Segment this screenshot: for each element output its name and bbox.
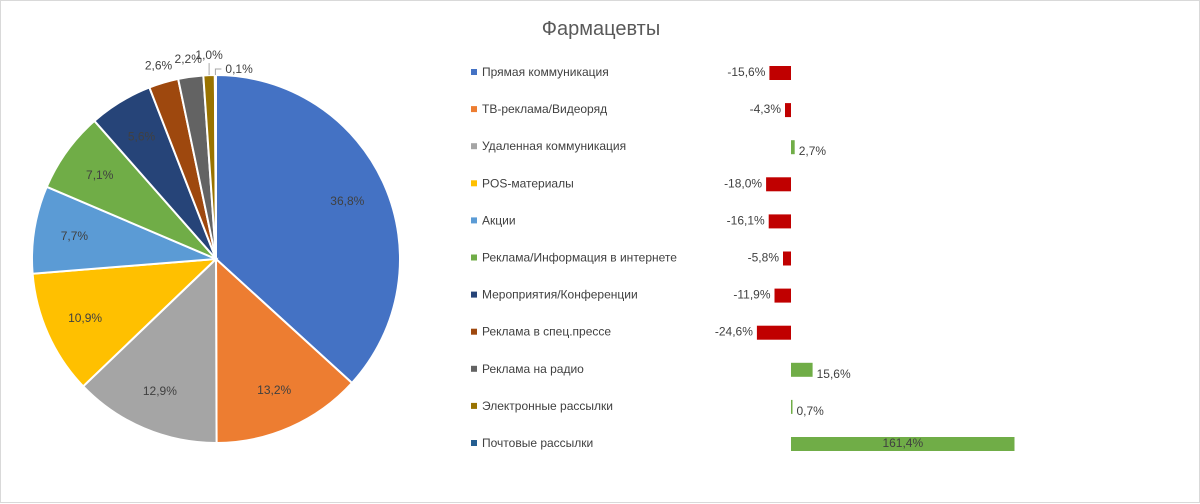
change-bar-label: -5,8%	[748, 251, 780, 265]
legend-marker	[471, 217, 477, 224]
legend-marker	[471, 328, 477, 335]
pie-data-label: 7,1%	[86, 168, 114, 182]
pie-slice	[31, 257, 219, 388]
legend-label: Реклама на радио	[482, 362, 584, 376]
pie-data-label: 2,6%	[145, 58, 173, 72]
change-bar-label: -4,3%	[750, 102, 782, 116]
chart-title: Фармацевты	[542, 18, 660, 40]
change-bar-label: 161,4%	[882, 436, 923, 450]
pie-slice	[215, 73, 401, 385]
change-bar-label: -16,1%	[727, 213, 765, 227]
pie-data-label: 0,1%	[225, 62, 253, 76]
pie-leader-line	[214, 68, 222, 75]
legend-marker	[471, 365, 477, 372]
change-bar	[756, 325, 791, 340]
change-bar	[774, 288, 791, 303]
legend-marker	[471, 106, 477, 113]
legend-label: Электронные рассылки	[482, 399, 613, 413]
change-bar	[791, 362, 813, 377]
pie-data-label: 36,8%	[330, 194, 364, 208]
change-bar-label: -15,6%	[727, 65, 765, 79]
change-bar	[791, 399, 793, 414]
legend-label: Реклама в спец.прессе	[482, 325, 611, 339]
pie-slice	[214, 256, 354, 445]
legend-label: Мероприятия/Конференции	[482, 288, 638, 302]
change-bar-label: 0,7%	[797, 404, 825, 418]
change-bar-label: -18,0%	[724, 176, 762, 190]
legend-marker	[471, 180, 477, 187]
legend-marker	[471, 291, 477, 298]
change-bar	[766, 177, 791, 192]
change-bar	[768, 214, 791, 229]
change-bar-label: 15,6%	[817, 367, 851, 381]
pie-data-label: 1,0%	[195, 48, 223, 62]
change-bar	[785, 103, 791, 118]
legend-marker	[471, 402, 477, 409]
legend-marker	[471, 440, 477, 446]
legend-marker	[471, 143, 477, 150]
legend-marker	[471, 69, 477, 75]
pie-data-label: 7,7%	[61, 229, 89, 243]
change-bar	[791, 140, 795, 155]
change-bar-label: -24,6%	[715, 325, 753, 339]
legend-label: POS-материалы	[482, 176, 574, 190]
pie-slice	[81, 256, 218, 445]
change-bar-label: -11,9%	[733, 288, 770, 302]
legend-marker	[471, 254, 477, 261]
pie-data-label: 2,2%	[175, 52, 203, 66]
pie-chart: 36,8% 13,2% 12,9% 10,9% 7,7% 7,1% 5,6% 2,6% 2,2%…	[31, 48, 401, 445]
pie-data-label: 10,9%	[68, 311, 102, 325]
legend-label: Реклама/Информация в интернете	[482, 251, 677, 265]
change-bar-label: 2,7%	[799, 144, 827, 158]
pie-slice	[213, 73, 217, 260]
legend: Прямая коммуникация ТВ-реклама/Видеоряд Уд…	[471, 65, 677, 450]
pie-data-label: 13,2%	[257, 383, 291, 397]
change-bar	[783, 251, 791, 266]
legend-label: ТВ-реклама/Видеоряд	[482, 102, 607, 116]
legend-label: Прямая коммуникация	[482, 65, 609, 79]
pie-data-label: 5,6%	[128, 129, 156, 143]
change-bar	[791, 437, 1015, 451]
change-bar	[769, 66, 791, 80]
legend-label: Удаленная коммуникация	[482, 139, 626, 153]
pie-data-label: 12,9%	[143, 384, 177, 398]
change-bar-chart: -15,6% -4,3% 2,7% -18,0% -16,1% -5,8% -11,9% -2…	[715, 65, 1015, 451]
legend-label: Акции	[482, 213, 516, 227]
legend-label: Почтовые рассылки	[482, 436, 593, 450]
